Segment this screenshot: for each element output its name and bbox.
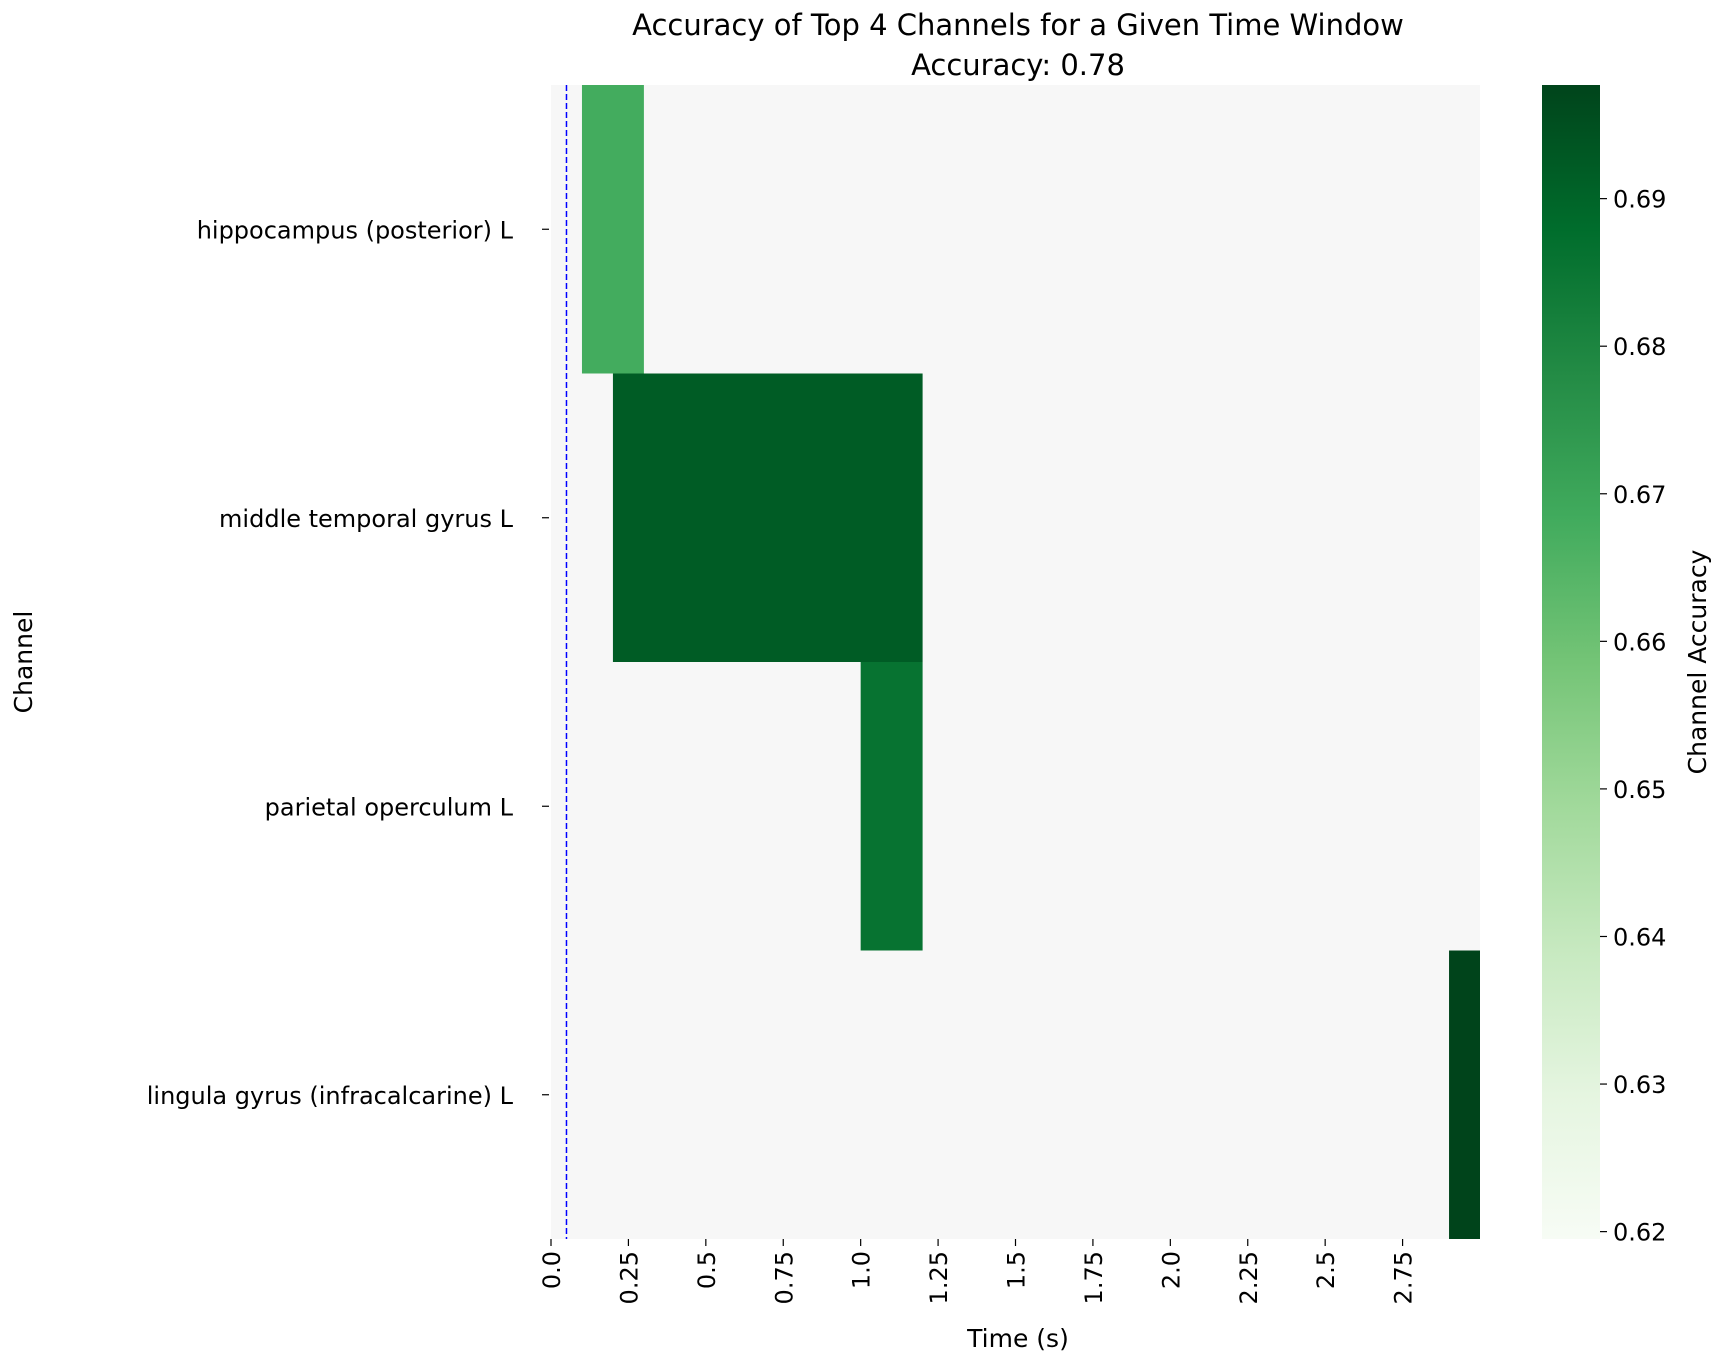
y-tick-label: middle temporal gyrus L — [219, 505, 514, 533]
x-tick-label: 2.75 — [1390, 1251, 1418, 1304]
x-tick-label: 1.25 — [925, 1251, 953, 1304]
x-tick-label: 0.0 — [538, 1251, 566, 1289]
colorbar: 0.62 0.63 0.64 0.65 0.66 0.67 0.68 0.69 Channel… — [1542, 85, 1712, 1247]
heatmap-cell — [1449, 950, 1480, 1239]
x-axis-label: Time (s) — [966, 1324, 1069, 1353]
heatmap-cells — [581, 85, 1480, 1239]
colorbar-tick-label: 0.64 — [1613, 923, 1666, 951]
x-tick-label: 0.5 — [693, 1251, 721, 1289]
x-tick-label: 0.25 — [615, 1251, 643, 1304]
plot-area — [551, 85, 1480, 1239]
colorbar-tick-label: 0.63 — [1613, 1071, 1666, 1099]
chart-subtitle: Accuracy: 0.78 — [911, 48, 1125, 82]
x-tick-label: 0.75 — [770, 1251, 798, 1304]
colorbar-label: Channel Accuracy — [1683, 549, 1712, 774]
x-tick-label: 1.75 — [1080, 1251, 1108, 1304]
colorbar-tick-label: 0.66 — [1613, 628, 1666, 656]
colorbar-tick-label: 0.67 — [1613, 481, 1666, 509]
colorbar-tick-label: 0.68 — [1613, 333, 1666, 361]
y-axis-label: Channel — [9, 611, 38, 714]
colorbar-tick-label: 0.65 — [1613, 776, 1666, 804]
y-axis-ticks: hippocampus (posterior) L middle temporal… — [147, 216, 549, 1110]
heatmap-cell — [860, 662, 923, 951]
x-tick-label: 2.5 — [1312, 1251, 1340, 1289]
x-tick-label: 2.0 — [1157, 1251, 1185, 1289]
y-tick-label: lingula gyrus (infracalcarine) L — [147, 1082, 514, 1110]
y-tick-label: hippocampus (posterior) L — [197, 216, 514, 244]
colorbar-gradient — [1542, 85, 1600, 1239]
colorbar-tick-label: 0.69 — [1613, 186, 1666, 214]
colorbar-ticks: 0.62 0.63 0.64 0.65 0.66 0.67 0.68 0.69 — [1600, 186, 1666, 1247]
colorbar-tick-label: 0.62 — [1613, 1219, 1666, 1247]
heatmap-cell — [612, 373, 923, 662]
heatmap-cell — [581, 85, 644, 374]
x-axis-ticks: 0.0 0.25 0.5 0.75 1.0 1.25 1.5 1.75 2.0 2.25 2.5 2.… — [538, 1239, 1418, 1304]
x-tick-label: 2.25 — [1235, 1251, 1263, 1304]
x-tick-label: 1.0 — [848, 1251, 876, 1289]
y-tick-label: parietal operculum L — [265, 793, 514, 821]
x-tick-label: 1.5 — [1003, 1251, 1031, 1289]
chart-title: Accuracy of Top 4 Channels for a Given T… — [632, 8, 1404, 42]
